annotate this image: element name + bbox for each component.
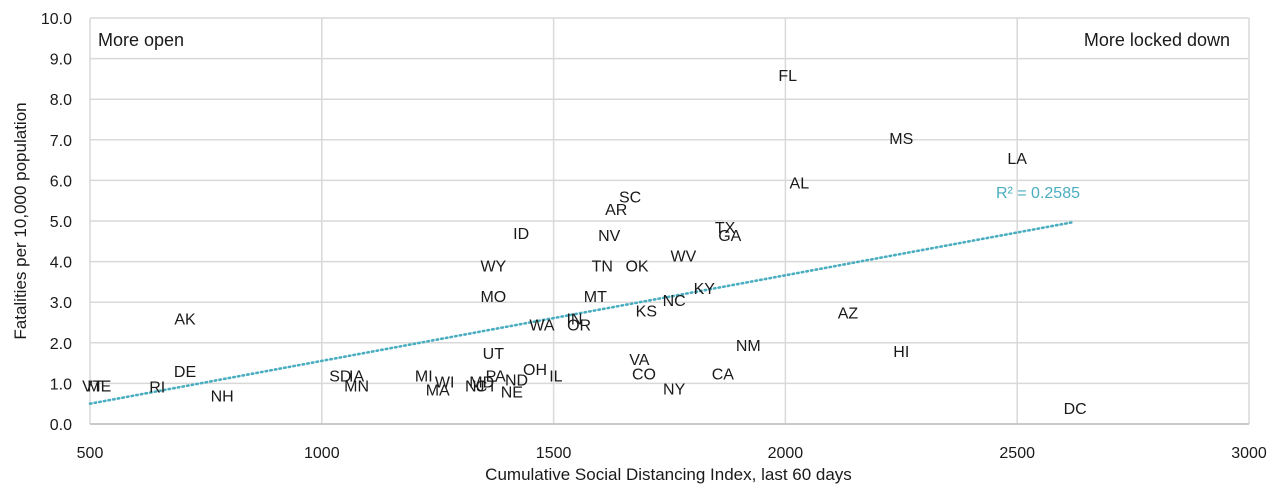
point-label-sc: SC — [619, 190, 641, 207]
r-squared-label: R² = 0.2585 — [996, 185, 1080, 202]
y-axis-title: Fatalities per 10,000 population — [11, 102, 30, 339]
point-label-hi: HI — [893, 344, 909, 361]
point-label-wa: WA — [529, 318, 555, 335]
point-label-ct: CT — [476, 378, 498, 395]
y-tick-label: 8.0 — [50, 92, 72, 109]
y-tick-label: 1.0 — [50, 376, 72, 393]
point-label-fl: FL — [778, 68, 797, 85]
y-tick-label: 3.0 — [50, 295, 72, 312]
point-label-va: VA — [629, 352, 649, 369]
x-axis-title: Cumulative Social Distancing Index, last… — [485, 465, 852, 484]
point-label-wy: WY — [480, 259, 506, 276]
point-label-ri: RI — [149, 380, 165, 397]
point-label-co: CO — [632, 366, 656, 383]
point-label-nd: ND — [505, 372, 528, 389]
point-label-sd: SD — [329, 368, 351, 385]
y-tick-label: 9.0 — [50, 52, 72, 69]
x-tick-label: 1000 — [304, 445, 340, 462]
point-label-in: IN — [566, 311, 582, 328]
point-label-ga: GA — [718, 228, 741, 245]
point-label-mo: MO — [480, 289, 506, 306]
point-label-tx: TX — [715, 220, 736, 237]
point-label-ok: OK — [625, 259, 648, 276]
point-label-md: MD — [469, 374, 494, 391]
point-label-wv: WV — [671, 249, 697, 266]
y-tick-label: 2.0 — [50, 336, 72, 353]
point-label-nj: NJ — [465, 378, 485, 395]
point-label-ma: MA — [426, 382, 450, 399]
x-tick-label: 500 — [77, 445, 104, 462]
point-label-id: ID — [513, 226, 529, 243]
point-label-pa: PA — [486, 368, 506, 385]
point-label-dc: DC — [1064, 401, 1087, 418]
point-label-ky: KY — [694, 281, 716, 298]
point-label-az: AZ — [838, 305, 859, 322]
trendline — [88, 220, 1075, 406]
point-label-il: IL — [549, 368, 562, 385]
point-label-mi: MI — [415, 368, 433, 385]
point-label-nc: NC — [663, 293, 686, 310]
trendline-group: R² = 0.2585 — [88, 185, 1080, 406]
point-label-mn: MN — [344, 378, 369, 395]
point-label-nh: NH — [211, 389, 234, 406]
y-tick-label: 6.0 — [50, 173, 72, 190]
y-tick-label: 7.0 — [50, 133, 72, 150]
point-label-ca: CA — [712, 366, 735, 383]
point-label-oh: OH — [523, 362, 547, 379]
annotation-more-locked-down: More locked down — [1084, 30, 1230, 50]
point-label-la: LA — [1007, 151, 1027, 168]
y-tick-label: 4.0 — [50, 255, 72, 272]
x-tick-label: 2500 — [999, 445, 1035, 462]
point-label-mt: MT — [584, 289, 607, 306]
point-label-tn: TN — [592, 259, 613, 276]
axes: 0.0 1.0 2.0 3.0 4.0 5.0 6.0 7.0 8.0 9.0 10.0 500 100… — [41, 11, 1267, 462]
point-label-ut: UT — [483, 346, 505, 363]
point-label-de: DE — [174, 364, 196, 381]
point-label-vt: VT — [82, 378, 103, 395]
annotation-more-open: More open — [98, 30, 184, 50]
point-label-ms: MS — [889, 131, 913, 148]
point-label-nm: NM — [736, 338, 761, 355]
x-tick-label: 3000 — [1231, 445, 1267, 462]
point-label-ar: AR — [605, 202, 627, 219]
gridlines — [89, 17, 1250, 425]
point-label-ks: KS — [636, 303, 657, 320]
point-label-me: ME — [87, 378, 111, 395]
point-label-ny: NY — [663, 381, 686, 398]
y-tick-label: 5.0 — [50, 214, 72, 231]
x-tick-label: 2000 — [768, 445, 804, 462]
point-label-ia: IA — [349, 368, 364, 385]
point-label-al: AL — [790, 175, 810, 192]
point-label-or: OR — [567, 318, 591, 335]
point-label-ne: NE — [501, 385, 523, 402]
point-label-nv: NV — [598, 228, 621, 245]
point-label-wi: WI — [435, 374, 455, 391]
y-tick-label: 0.0 — [50, 417, 72, 434]
point-label-ak: AK — [174, 311, 196, 328]
x-tick-label: 1500 — [536, 445, 572, 462]
y-tick-label: 10.0 — [41, 11, 72, 28]
